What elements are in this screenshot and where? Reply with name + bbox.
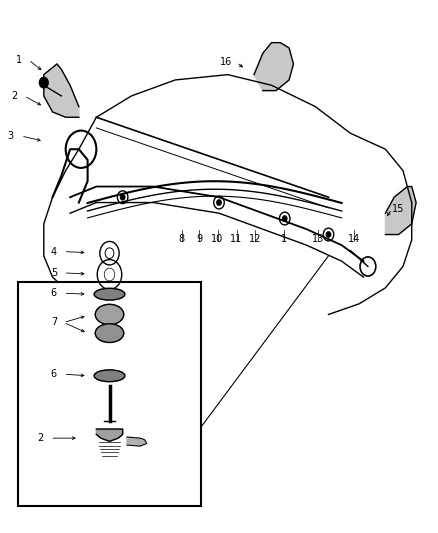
Polygon shape bbox=[96, 429, 123, 441]
Text: 2: 2 bbox=[38, 433, 44, 443]
Text: 13: 13 bbox=[312, 234, 324, 244]
Bar bbox=[18, 282, 201, 506]
Polygon shape bbox=[254, 43, 293, 91]
Text: 7: 7 bbox=[51, 318, 57, 327]
Text: 16: 16 bbox=[220, 58, 232, 67]
Text: 3: 3 bbox=[7, 131, 13, 141]
Ellipse shape bbox=[94, 288, 125, 300]
Text: 6: 6 bbox=[51, 288, 57, 298]
Text: 2: 2 bbox=[11, 91, 18, 101]
Text: 1: 1 bbox=[16, 55, 22, 64]
Text: 11: 11 bbox=[230, 234, 243, 244]
Text: 1: 1 bbox=[281, 234, 287, 244]
Circle shape bbox=[120, 195, 125, 200]
Ellipse shape bbox=[95, 324, 124, 342]
Ellipse shape bbox=[94, 370, 125, 382]
Polygon shape bbox=[127, 437, 147, 446]
Text: 6: 6 bbox=[51, 369, 57, 379]
Polygon shape bbox=[385, 187, 416, 235]
Text: 4: 4 bbox=[51, 247, 57, 256]
Text: 15: 15 bbox=[392, 204, 404, 214]
Text: 10: 10 bbox=[211, 234, 223, 244]
Text: 12: 12 bbox=[249, 234, 261, 244]
Polygon shape bbox=[44, 64, 79, 117]
Circle shape bbox=[326, 232, 331, 237]
Text: 8: 8 bbox=[179, 234, 185, 244]
Text: 9: 9 bbox=[196, 234, 202, 244]
Text: 14: 14 bbox=[348, 234, 360, 244]
Circle shape bbox=[283, 216, 287, 221]
Ellipse shape bbox=[95, 304, 124, 325]
Circle shape bbox=[217, 200, 221, 205]
Circle shape bbox=[39, 77, 48, 88]
Text: 5: 5 bbox=[51, 268, 57, 278]
